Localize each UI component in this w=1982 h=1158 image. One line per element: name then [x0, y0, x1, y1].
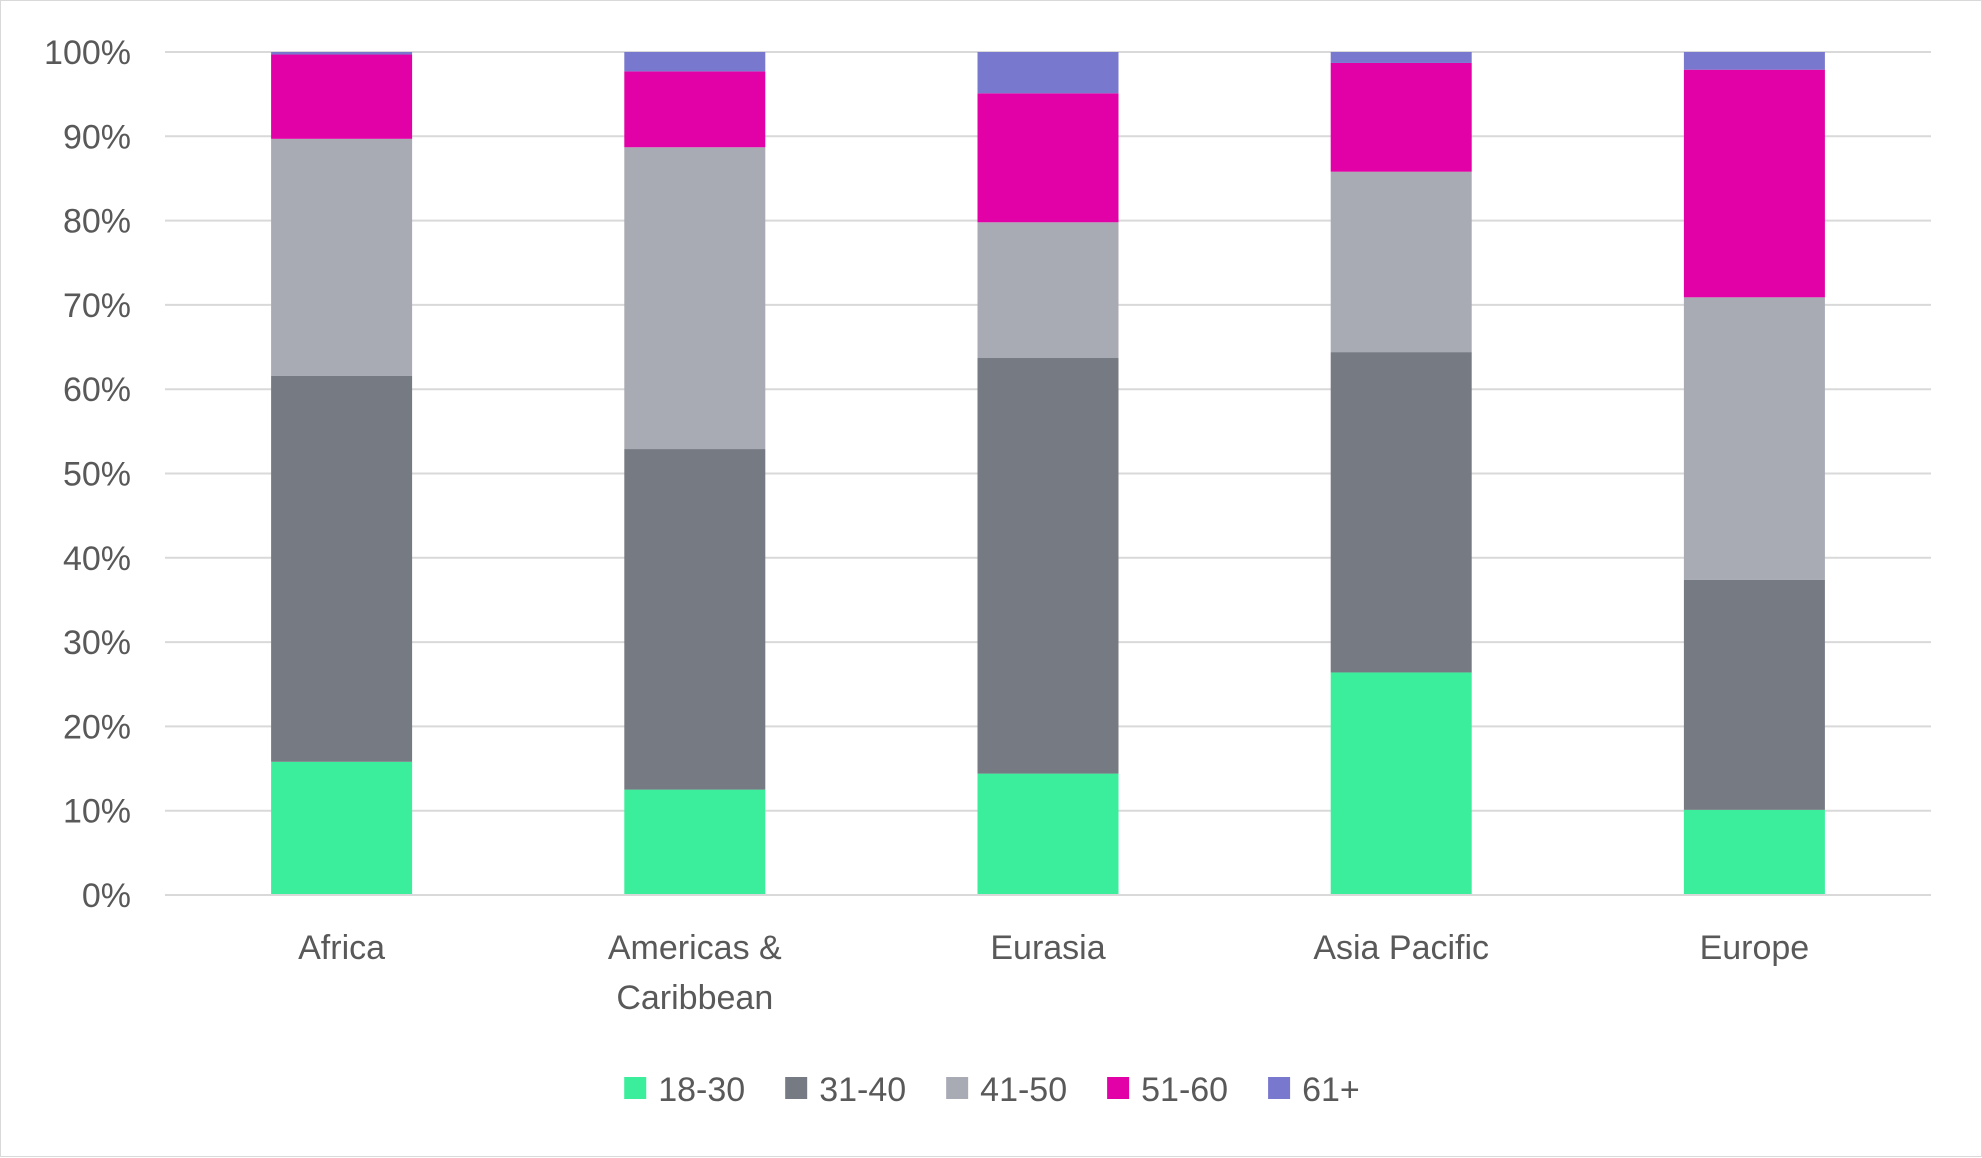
- y-tick-label: 60%: [63, 371, 131, 409]
- legend-swatch: [946, 1077, 969, 1099]
- bar-segment-61+-africa: [271, 52, 413, 55]
- bar-segment-31-40-europe: [1683, 579, 1825, 810]
- legend-swatch: [624, 1077, 647, 1099]
- legend-item: 51-60: [1107, 1071, 1228, 1109]
- bar-segment-18-30-africa: [271, 761, 413, 895]
- bar-segment-31-40-eurasia: [977, 358, 1119, 774]
- legend-label: 61+: [1302, 1071, 1360, 1109]
- bar-segment-18-30-europe: [1683, 809, 1825, 895]
- y-axis-tick-labels: 0% 10% 20% 30% 40% 50% 60% 70% 80% 90% 100%: [44, 34, 131, 915]
- x-category-label: Eurasia: [990, 929, 1105, 967]
- legend-item: 31-40: [785, 1071, 906, 1109]
- legend-swatch: [1268, 1077, 1291, 1099]
- bars: [271, 52, 1825, 895]
- bar-segment-31-40-americas-caribbean: [624, 449, 766, 790]
- x-category-label: Europe: [1700, 929, 1810, 967]
- bar-segment-51-60-asia-pacific: [1330, 62, 1472, 172]
- x-axis-category-labels: Africa Americas & Caribbean Eurasia Asia Pac…: [298, 929, 1809, 1017]
- y-tick-label: 90%: [63, 118, 131, 156]
- y-tick-label: 30%: [63, 624, 131, 662]
- legend-swatch: [785, 1077, 808, 1099]
- legend: 18-30 31-40 41-50 51-60 61+: [624, 1071, 1360, 1109]
- bar-segment-51-60-americas-caribbean: [624, 71, 766, 148]
- bar-segment-18-30-americas-caribbean: [624, 789, 766, 895]
- bar-segment-41-50-africa: [271, 138, 413, 376]
- y-tick-label: 20%: [63, 708, 131, 746]
- y-tick-label: 40%: [63, 540, 131, 578]
- x-category-label: Africa: [298, 929, 385, 967]
- bar-segment-41-50-americas-caribbean: [624, 147, 766, 450]
- bar-segment-61+-asia-pacific: [1330, 52, 1472, 63]
- y-tick-label: 10%: [63, 793, 131, 831]
- y-tick-label: 100%: [44, 34, 131, 72]
- bar-segment-61+-europe: [1683, 52, 1825, 70]
- x-category-label: Americas & Caribbean: [608, 929, 782, 1017]
- bar-segment-61+-americas-caribbean: [624, 52, 766, 72]
- legend-label: 51-60: [1141, 1071, 1228, 1109]
- bar-segment-41-50-europe: [1683, 297, 1825, 580]
- bar-segment-31-40-africa: [271, 375, 413, 762]
- legend-item: 61+: [1268, 1071, 1360, 1109]
- bar-segment-31-40-asia-pacific: [1330, 352, 1472, 673]
- bar-segment-61+-eurasia: [977, 52, 1119, 94]
- legend-swatch: [1107, 1077, 1130, 1099]
- y-tick-label: 80%: [63, 203, 131, 241]
- bar-segment-41-50-eurasia: [977, 222, 1119, 359]
- bar-segment-18-30-asia-pacific: [1330, 672, 1472, 895]
- legend-label: 41-50: [980, 1071, 1067, 1109]
- bar-segment-51-60-europe: [1683, 69, 1825, 298]
- legend-item: 41-50: [946, 1071, 1067, 1109]
- bar-segment-41-50-asia-pacific: [1330, 171, 1472, 353]
- bar-segment-18-30-eurasia: [977, 773, 1119, 895]
- bar-segment-51-60-eurasia: [977, 93, 1119, 223]
- x-category-label: Asia Pacific: [1313, 929, 1489, 967]
- legend-label: 31-40: [819, 1071, 906, 1109]
- legend-item: 18-30: [624, 1071, 745, 1109]
- y-tick-label: 0%: [82, 877, 131, 915]
- y-tick-label: 70%: [63, 287, 131, 325]
- y-tick-label: 50%: [63, 456, 131, 494]
- bar-segment-51-60-africa: [271, 54, 413, 139]
- legend-label: 18-30: [658, 1071, 745, 1109]
